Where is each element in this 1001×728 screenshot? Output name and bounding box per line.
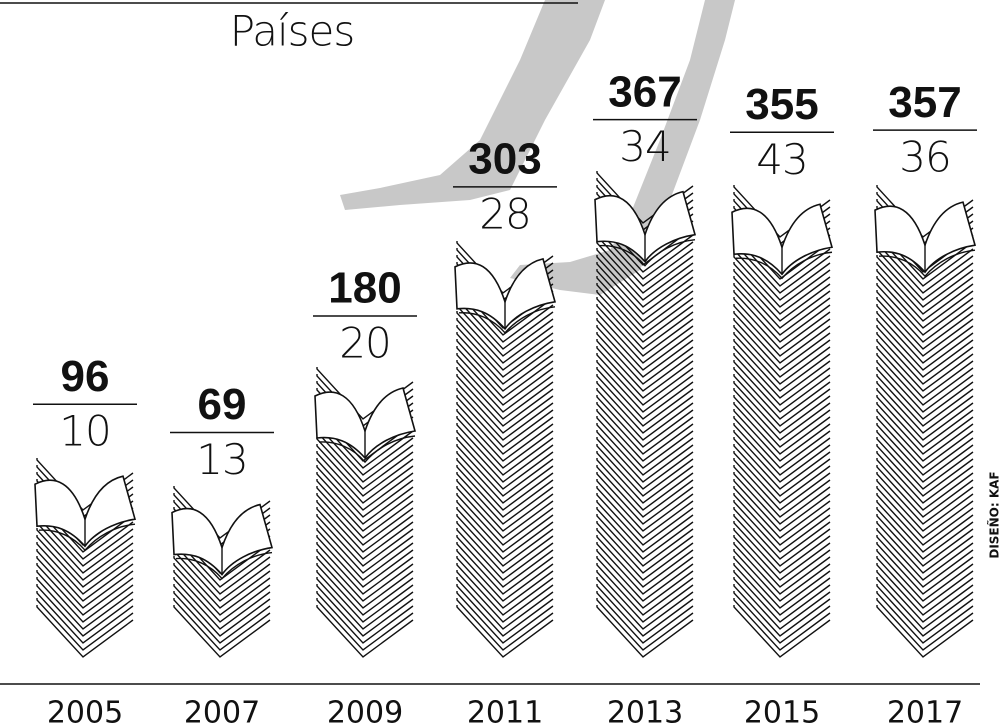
value-label: 357 [888, 78, 961, 127]
book-stack [315, 367, 415, 657]
x-tick-label: 2013 [607, 696, 683, 728]
country-label: 36 [899, 133, 950, 182]
country-label: 43 [756, 135, 807, 184]
value-label: 367 [608, 67, 681, 116]
value-label: 180 [328, 264, 401, 313]
value-label: 303 [468, 134, 541, 183]
x-tick-label: 2007 [184, 696, 260, 728]
book-stack [595, 171, 695, 657]
credit: DISEÑO: KAF [987, 471, 1001, 558]
value-label: 96 [61, 352, 110, 401]
book-stack [455, 241, 555, 657]
x-tick-label: 2005 [47, 696, 123, 728]
book-stack [35, 458, 135, 657]
book-stack [172, 486, 272, 657]
x-tick-label: 2017 [887, 696, 963, 728]
x-tick-label: 2011 [467, 696, 543, 728]
chart: Países DISEÑO: KAF 96 10 2005 69 13 2007 180 20… [0, 0, 1001, 728]
x-tick-label: 2015 [744, 696, 820, 728]
value-label: 355 [745, 80, 818, 129]
country-label: 10 [59, 407, 110, 456]
x-tick-label: 2009 [327, 696, 403, 728]
book-stack [732, 185, 832, 657]
country-label: 28 [479, 189, 530, 238]
value-label: 69 [198, 380, 247, 429]
country-label: 34 [619, 122, 670, 171]
book-stack [875, 185, 975, 657]
country-label: 20 [339, 319, 390, 368]
country-label: 13 [196, 435, 247, 484]
chart-title: Países [230, 7, 354, 56]
